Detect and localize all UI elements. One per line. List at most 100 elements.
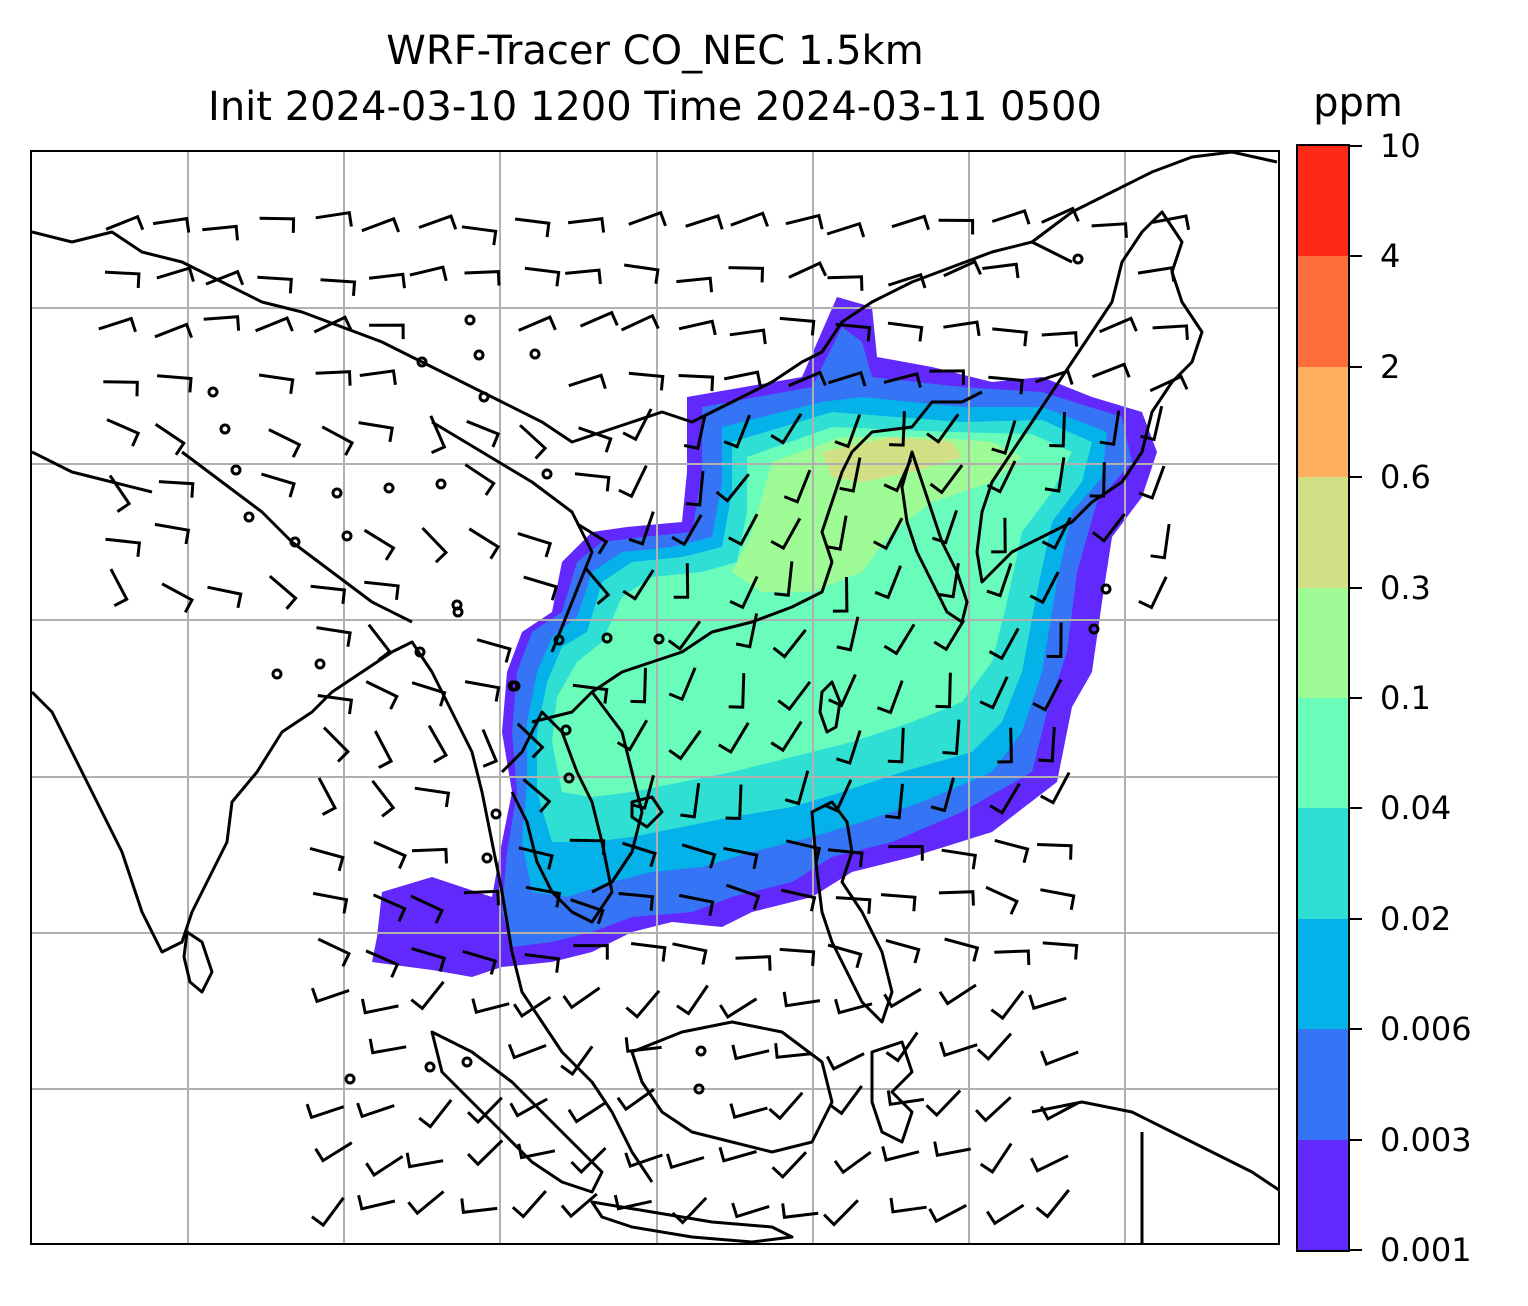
wind-barb [1091,362,1131,379]
calm-wind-marker [1100,583,1112,595]
wind-barb [774,1043,812,1059]
wind-barb [668,729,702,761]
wind-barb [305,1103,345,1120]
wind-barb [989,782,1021,815]
wind-barb [1049,412,1066,448]
wind-barb [471,998,510,1015]
wind-barb [723,370,762,387]
wind-barb [723,846,759,870]
colorbar-segment [1298,255,1348,367]
colorbar-tick-label: 0.006 [1380,1010,1472,1049]
wind-barb [671,514,703,547]
calm-wind-marker [490,808,502,820]
calm-wind-marker [230,464,242,476]
wind-barb [1039,1101,1079,1121]
wind-barb [678,319,717,336]
wind-barb [578,426,613,453]
calm-wind-marker [243,511,255,523]
wind-barb [933,619,966,652]
wind-barb [315,370,352,386]
wind-barb [873,517,904,551]
wind-barb [509,1097,548,1118]
wind-barb [883,987,922,1009]
calm-wind-marker [344,1073,356,1085]
wind-barb [729,1103,768,1119]
wind-barb [883,458,913,493]
colorbar-tick-label: 0.1 [1380,679,1431,717]
wind-barb [314,1141,353,1163]
wind-barb [260,472,296,498]
wind-barb [418,214,458,230]
coast-vietnam [590,691,644,894]
wind-barb [317,937,352,967]
wind-barb [926,413,960,444]
colorbar-tick [1350,586,1362,589]
map-panel[interactable] [30,150,1280,1245]
wind-barb [939,562,960,599]
wind-barb [320,278,357,297]
wind-barb [723,414,751,449]
wind-barb [322,726,351,763]
wind-barb [718,1146,757,1163]
wind-barb [369,323,405,340]
wind-barb [986,1203,1025,1226]
wind-barb [411,847,448,864]
wind-barb [1091,512,1126,543]
wind-barb [931,509,959,545]
wind-barb [883,623,916,656]
wind-barb [887,321,924,342]
wind-barb [874,565,902,600]
wind-barb [876,680,904,715]
wind-barb [985,885,1019,915]
wind-barb [728,266,765,283]
wind-barb [360,998,399,1015]
wind-barb [986,562,1013,598]
wind-barb [321,425,355,456]
calm-wind-marker [219,423,231,435]
wind-barb [467,1139,504,1167]
colorbar-segment [1298,1028,1348,1140]
wind-barb [357,1194,396,1211]
wind-barb [359,369,397,386]
wind-barb [517,1143,556,1160]
wind-barb [719,997,758,1019]
wind-barb [829,1085,863,1116]
wind-barb [154,423,186,456]
wind-barb [154,322,194,339]
wind-barb [665,1153,705,1170]
wind-barb [410,894,444,924]
wind-barb [255,316,294,333]
gridlines [32,152,1278,1243]
wind-barb [671,1196,708,1225]
wind-barb [364,580,400,600]
wind-barb [680,782,701,819]
wind-barb [317,777,338,816]
wind-barb [585,567,611,606]
wind-barb [997,727,1013,764]
wind-barb [511,1190,547,1219]
wind-barb [783,469,812,504]
wind-barb [358,421,394,443]
wind-barb [891,214,931,231]
wind-barb [779,947,816,967]
wind-barb [943,259,982,278]
colorbar-segment [1298,807,1348,919]
wind-barb [628,371,665,391]
wind-barb [368,1038,407,1055]
coast-mainland-asia [32,640,654,1183]
calm-wind-marker [653,633,665,645]
wind-barb [832,576,849,613]
wind-barb [681,843,717,869]
wind-barb [625,989,661,1019]
wind-barb [104,270,141,288]
wind-barb [770,720,803,753]
wind-barb [618,892,655,911]
colorbar-tick [1350,697,1362,699]
calm-wind-marker [1088,623,1100,635]
wind-barb [1152,324,1189,340]
wind-barb [630,667,647,704]
border-inland-2 [431,420,594,653]
wind-barb [372,893,407,923]
wind-barb [782,991,821,1008]
colorbar-tick-label: 10 [1380,127,1421,165]
